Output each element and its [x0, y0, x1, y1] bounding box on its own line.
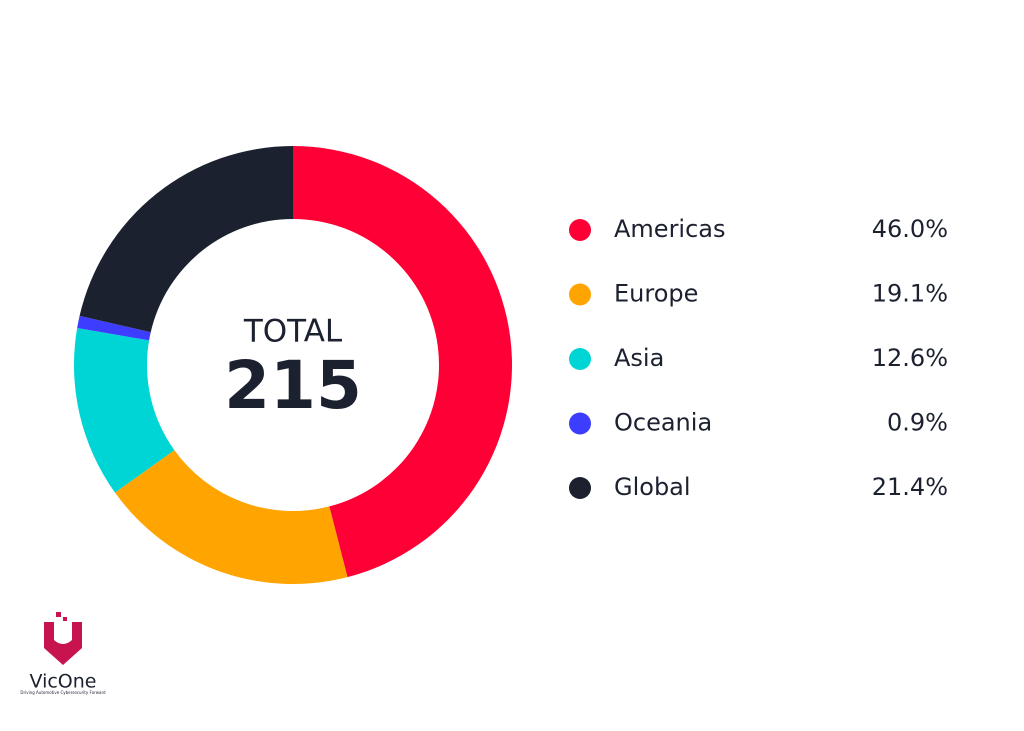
logo-mark [44, 622, 82, 665]
legend-marker [569, 412, 591, 435]
legend-value: 0.9% [887, 409, 948, 437]
donut-slice [115, 450, 348, 584]
legend-label: Oceania [614, 409, 712, 437]
legend-value: 46.0% [872, 215, 948, 243]
legend-marker [569, 477, 591, 499]
legend-label: Americas [614, 215, 726, 243]
donut-slice [79, 146, 293, 333]
donut-slice [73, 328, 175, 493]
legend-label: Global [614, 473, 691, 501]
legend-marker [569, 348, 591, 370]
logo-name: VicOne [30, 671, 97, 693]
legend-marker [569, 219, 591, 241]
donut-slice [77, 315, 151, 341]
logo-pixel [63, 617, 67, 621]
center-label: TOTAL [243, 314, 343, 350]
legend-label: Europe [614, 280, 698, 308]
legend-value: 12.6% [872, 344, 948, 372]
legend-label: Asia [614, 344, 664, 372]
logo-tagline: Driving Automotive Cybersecurity Forward [20, 690, 106, 695]
donut-slice [293, 146, 512, 578]
logo: VicOne Driving Automotive Cybersecurity … [20, 612, 106, 695]
center-total: 215 [224, 347, 362, 424]
legend-value: 21.4% [872, 473, 948, 501]
legend-marker [569, 283, 591, 306]
legend-value: 19.1% [872, 280, 948, 308]
logo-pixel [56, 612, 61, 617]
